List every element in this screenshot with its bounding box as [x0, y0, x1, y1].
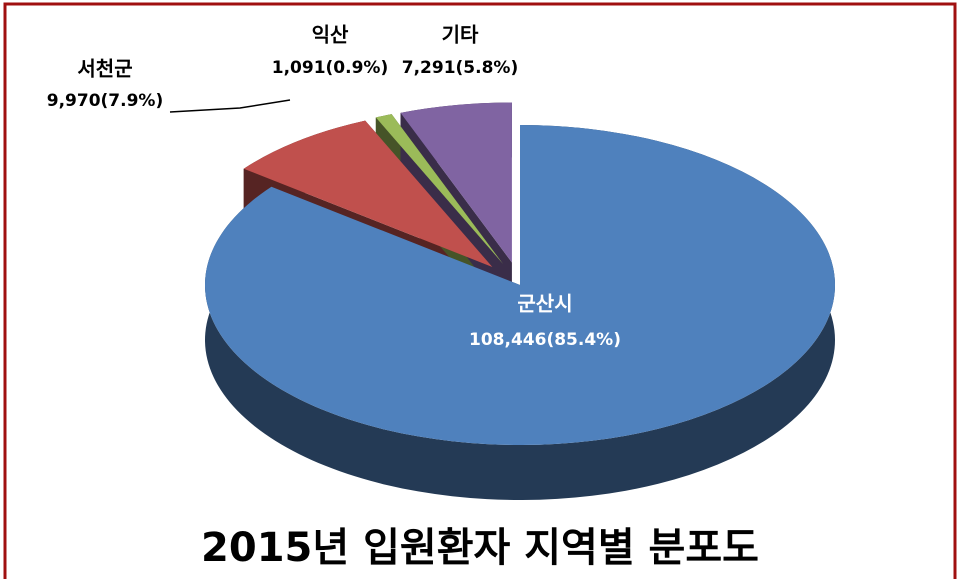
leader-line: [169, 99, 291, 113]
slice: [375, 114, 503, 264]
slice-label: 익산: [312, 23, 349, 47]
value-label: 108,446(85.4%): [469, 330, 621, 350]
value-label: 9,970(7.9%): [47, 91, 163, 111]
value-label: 1,091(0.9%): [272, 58, 388, 78]
slice-label: 기타: [442, 23, 479, 47]
value-label: 7,291(5.8%): [402, 58, 518, 78]
chart-title: 2015년 입원환자 지역별 분포도: [201, 525, 759, 571]
pie: [204, 102, 836, 501]
slice: [204, 125, 836, 445]
slice: [243, 120, 493, 267]
slice-label: 서천군: [77, 57, 132, 81]
frame: [3, 2, 957, 579]
slice: [400, 102, 512, 263]
slice-label: 군산시: [517, 292, 572, 316]
